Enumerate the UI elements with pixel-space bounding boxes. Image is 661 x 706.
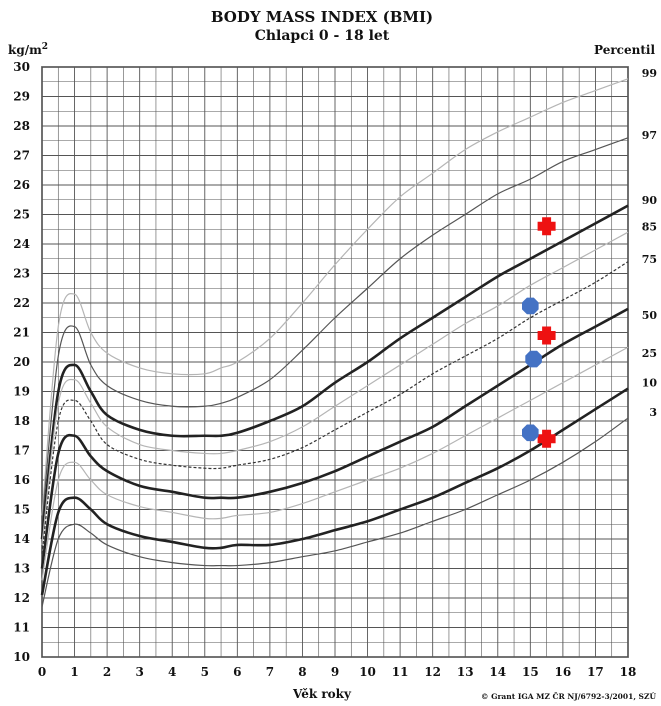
percentile-curve-p75: [41, 261, 629, 554]
percentile-curve-p90: [40, 204, 629, 540]
x-tick-label: 3: [135, 665, 143, 679]
y-tick-label: 20: [13, 355, 30, 369]
percentile-curve-p3: [41, 417, 629, 607]
y-tick-label: 28: [13, 119, 30, 133]
x-tick-label: 2: [103, 665, 111, 679]
x-axis-label: Věk roky: [292, 687, 352, 701]
y-tick-label: 13: [13, 562, 30, 576]
y-tick-label: 10: [13, 650, 30, 664]
x-tick-label: 12: [424, 665, 441, 679]
percentile-curve-p10: [40, 387, 629, 596]
percentile-label: 25: [642, 347, 657, 360]
y-tick-label: 15: [13, 503, 30, 517]
x-tick-label: 18: [620, 665, 637, 679]
red-cross-marker: [537, 326, 556, 345]
y-tick-label: 16: [13, 473, 30, 487]
percentile-labels: 99 97 90 85 75 50 25 10 3: [642, 67, 658, 419]
y-tick-labels: 10 11 12 13 14 15 16 17 18 19 20 21 22 23 24 25 26 27 28 29…: [13, 60, 30, 664]
credit-note: © Grant IGA MZ ČR NJ/6792-3/2001, SZÚ: [481, 692, 656, 701]
x-tick-label: 5: [201, 665, 209, 679]
percentile-label: 3: [649, 406, 657, 419]
chart-title: BODY MASS INDEX (BMI): [211, 8, 433, 26]
percentile-label: 99: [642, 67, 657, 80]
x-tick-label: 8: [298, 665, 306, 679]
blue-octagon-marker: [522, 297, 539, 315]
y-tick-label: 29: [13, 90, 30, 104]
percentile-label: 75: [642, 253, 657, 266]
y-tick-label: 18: [13, 414, 30, 428]
y-tick-label: 27: [13, 149, 30, 163]
blue-octagon-marker: [525, 350, 542, 368]
x-tick-label: 17: [587, 665, 604, 679]
y-tick-label: 14: [13, 532, 30, 546]
percentile-label: 85: [642, 220, 657, 233]
x-tick-label: 1: [70, 665, 78, 679]
percentile-label: 97: [642, 129, 657, 142]
y-tick-label: 11: [13, 621, 30, 635]
x-tick-label: 11: [392, 665, 409, 679]
x-tick-label: 7: [266, 665, 274, 679]
percentile-curve-p25: [41, 346, 629, 581]
percentile-label: 50: [642, 309, 658, 322]
data-markers: [522, 217, 556, 448]
chart-subtitle: Chlapci 0 - 18 let: [255, 28, 390, 44]
x-tick-label: 14: [489, 665, 506, 679]
y-tick-label: 30: [13, 60, 30, 74]
x-tick-label: 15: [522, 665, 539, 679]
red-cross-marker: [537, 429, 556, 448]
blue-octagon-marker: [522, 424, 539, 442]
percentile-curves: [40, 78, 629, 607]
y-tick-label: 19: [13, 385, 30, 399]
y-tick-label: 23: [13, 267, 30, 281]
x-tick-label: 6: [233, 665, 241, 679]
percentile-label: 10: [642, 377, 658, 390]
percentile-heading: Percentil: [594, 43, 655, 57]
y-tick-label: 17: [13, 444, 30, 458]
y-tick-label: 25: [13, 208, 30, 222]
percentile-label: 90: [642, 194, 658, 207]
x-tick-label: 4: [168, 665, 176, 679]
red-cross-marker: [537, 217, 556, 236]
x-tick-label: 10: [359, 665, 376, 679]
x-tick-label: 16: [555, 665, 572, 679]
x-tick-labels: 0 1 2 3 4 5 6 7 8 9 10 11 12 13 14 15 16 17 18: [38, 665, 637, 679]
percentile-curve-p50: [40, 307, 629, 569]
percentile-curve-p97: [41, 137, 629, 525]
percentile-curve-p99: [41, 78, 629, 516]
x-tick-label: 9: [331, 665, 339, 679]
percentile-curve-p85: [41, 231, 629, 545]
x-tick-label: 13: [457, 665, 474, 679]
x-tick-label: 0: [38, 665, 46, 679]
y-tick-label: 22: [13, 296, 30, 310]
y-tick-label: 24: [13, 237, 30, 251]
y-tick-label: 26: [13, 178, 30, 192]
y-axis-unit: kg/m2: [8, 42, 48, 57]
y-tick-label: 21: [13, 326, 30, 340]
y-tick-label: 12: [13, 591, 30, 605]
